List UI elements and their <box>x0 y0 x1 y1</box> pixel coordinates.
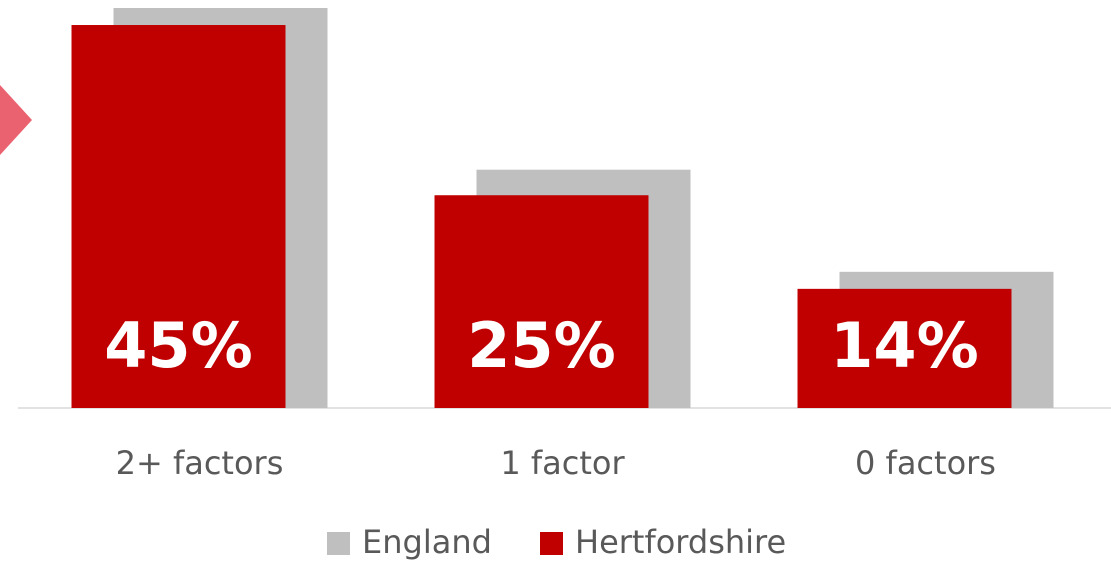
x-tick-label: 0 factors <box>855 444 996 482</box>
bar <box>797 288 1012 408</box>
legend-swatch <box>327 532 350 555</box>
legend-label: England <box>362 523 492 561</box>
x-tick-label: 1 factor <box>500 444 625 482</box>
x-tick-label: 2+ factors <box>116 444 284 482</box>
legend-swatch <box>540 532 563 555</box>
data-label: 45% <box>104 309 252 382</box>
bar <box>71 25 286 409</box>
data-label: 25% <box>467 309 615 382</box>
legend-label: Hertfordshire <box>575 523 786 561</box>
decoration-arrow <box>0 85 32 155</box>
bar <box>434 195 649 408</box>
data-label: 14% <box>830 309 978 382</box>
